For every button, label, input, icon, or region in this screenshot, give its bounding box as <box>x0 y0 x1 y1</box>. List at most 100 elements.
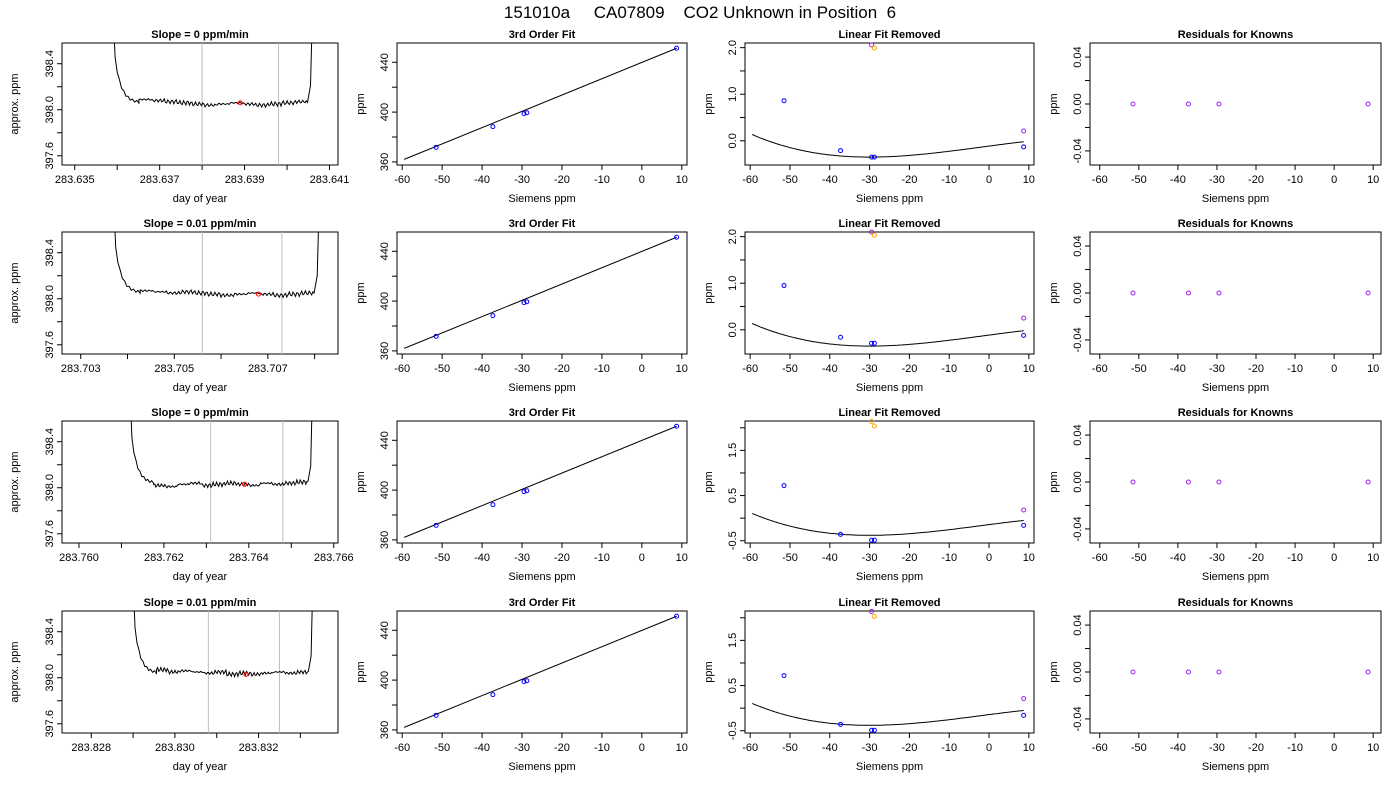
x-tick-label: 10 <box>1367 174 1379 186</box>
known-point <box>524 488 530 494</box>
x-tick-label: 10 <box>676 742 688 754</box>
x-axis-label: Siemens ppm <box>1202 761 1269 773</box>
x-tick-label: -40 <box>1170 742 1186 754</box>
page-title: 151010a CA07809 CO2 Unknown in Position … <box>503 3 897 22</box>
x-axis-label: Siemens ppm <box>508 761 575 773</box>
x-tick-label: 283.830 <box>155 742 195 754</box>
x-tick-label: 10 <box>1367 363 1379 375</box>
x-tick-label: -20 <box>554 742 570 754</box>
plot-frame <box>61 420 339 544</box>
x-tick-label: 283.635 <box>55 174 95 186</box>
y-axis-label: approx. ppm <box>9 262 21 323</box>
x-tick-label: 0 <box>986 742 992 754</box>
known-point <box>674 45 680 51</box>
y-tick-label: 397.6 <box>44 331 56 359</box>
known-point <box>838 148 844 154</box>
x-tick-label: -50 <box>434 742 450 754</box>
x-tick-label: 0 <box>1331 174 1337 186</box>
x-tick-label: 10 <box>676 552 688 564</box>
residual-point <box>1365 290 1371 296</box>
y-tick-label: 398.0 <box>44 96 56 124</box>
residual-point <box>1021 696 1027 702</box>
panel-r3-c1: Slope = 0 ppm/min 283.760 283.762 283.764 28… <box>9 407 354 583</box>
sample-point <box>237 100 243 106</box>
y-tick-label: 0.04 <box>1072 424 1084 445</box>
x-tick-label: -60 <box>1092 363 1108 375</box>
panel-title: Residuals for Knowns <box>1178 597 1294 609</box>
plot-area <box>751 512 1024 536</box>
panel-r4-c4: Residuals for Knowns -60 -50 -40 -30 -20 -10 0 1… <box>1048 597 1382 773</box>
x-tick-label: -60 <box>742 363 758 375</box>
x-tick-label: -20 <box>554 552 570 564</box>
y-axis-label: ppm <box>703 93 715 114</box>
x-tick-label: 10 <box>1023 552 1035 564</box>
y-tick-label: 360 <box>379 531 391 549</box>
x-tick-label: -10 <box>594 742 610 754</box>
x-tick-label: 0 <box>1331 363 1337 375</box>
known-point <box>781 483 787 489</box>
x-tick-label: -30 <box>514 174 530 186</box>
panel-r4-c3: Linear Fit Removed -60 -50 -40 -30 -20 -10 0 10 -… <box>703 597 1035 773</box>
plot-frame <box>396 610 688 734</box>
x-tick-label: 10 <box>1023 363 1035 375</box>
x-tick-label: -60 <box>394 742 410 754</box>
panel-r3-c3: Linear Fit Removed -60 -50 -40 -30 -20 -10 0 10 -… <box>703 407 1035 583</box>
panel-title: Linear Fit Removed <box>838 597 940 609</box>
x-tick-label: 283.762 <box>144 552 184 564</box>
x-tick-label: 10 <box>1367 552 1379 564</box>
cubic-fit-curve <box>751 134 1024 158</box>
trace-line <box>113 43 313 109</box>
x-tick-label: -60 <box>1092 174 1108 186</box>
y-tick-label: 400 <box>379 103 391 121</box>
x-tick-label: -40 <box>474 742 490 754</box>
residual-point <box>1185 479 1191 485</box>
residual-point <box>1185 290 1191 296</box>
x-tick-label: 283.639 <box>225 174 265 186</box>
x-tick-label: 0 <box>639 363 645 375</box>
x-tick-label: -10 <box>1287 552 1303 564</box>
x-tick-label: -10 <box>594 174 610 186</box>
x-axis-label: day of year <box>173 571 228 583</box>
residual-point <box>1365 669 1371 675</box>
unknown-point <box>871 232 877 238</box>
sample-point <box>255 291 261 297</box>
y-axis-label: ppm <box>355 93 367 114</box>
sample-point <box>242 481 248 487</box>
plot-area <box>404 236 677 349</box>
x-tick-label: -10 <box>941 174 957 186</box>
fit-line <box>404 425 677 538</box>
residual-point <box>1130 101 1136 107</box>
known-point <box>433 144 439 150</box>
trace-line <box>133 611 313 679</box>
y-tick-label: 1.0 <box>727 87 739 102</box>
y-tick-label: 360 <box>379 153 391 171</box>
y-tick-label: 0.00 <box>1072 93 1084 114</box>
x-tick-label: -20 <box>1248 552 1264 564</box>
known-point <box>871 340 877 346</box>
x-tick-label: -20 <box>901 552 917 564</box>
y-tick-label: 1.5 <box>727 443 739 458</box>
y-axis-label: ppm <box>355 471 367 492</box>
plot-area <box>751 323 1024 347</box>
x-tick-label: -20 <box>1248 363 1264 375</box>
x-tick-label: 0 <box>639 742 645 754</box>
residual-point <box>1185 669 1191 675</box>
x-tick-label: -50 <box>782 552 798 564</box>
y-tick-label: 0.0 <box>727 322 739 337</box>
x-tick-label: -40 <box>474 552 490 564</box>
y-tick-label: 398.0 <box>44 474 56 502</box>
x-axis-label: day of year <box>173 382 228 394</box>
x-tick-label: -50 <box>782 363 798 375</box>
x-tick-label: 0 <box>1331 742 1337 754</box>
plot-area <box>404 615 677 728</box>
y-tick-label: -0.04 <box>1072 516 1084 541</box>
x-tick-label: -40 <box>1170 552 1186 564</box>
x-tick-label: 10 <box>1367 742 1379 754</box>
y-tick-label: 398.4 <box>44 428 56 456</box>
x-tick-label: -60 <box>1092 552 1108 564</box>
panel-r1-c3: Linear Fit Removed -60 -50 -40 -30 -20 -10 0 10 0… <box>703 29 1035 205</box>
known-point <box>490 502 496 508</box>
residual-point <box>1216 669 1222 675</box>
x-tick-label: -50 <box>434 363 450 375</box>
plot-area <box>751 702 1024 726</box>
